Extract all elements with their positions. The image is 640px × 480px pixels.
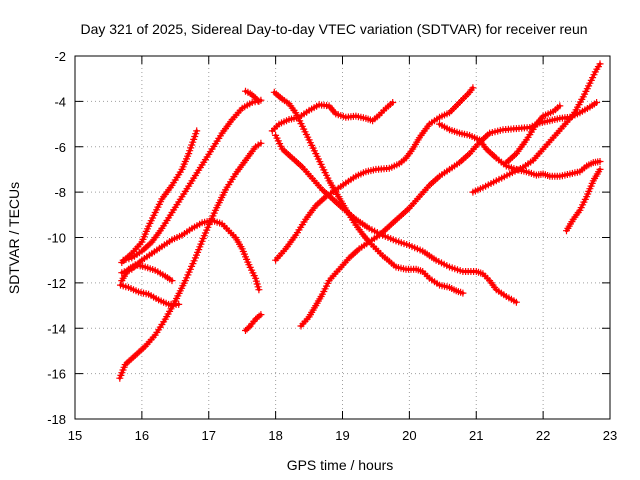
data-point-markers — [242, 311, 265, 334]
x-tick-label: 21 — [469, 428, 483, 443]
data-point-markers — [270, 88, 467, 297]
y-tick-label: -16 — [47, 367, 66, 382]
data-point-markers — [119, 96, 265, 264]
y-tick-label: -4 — [54, 94, 66, 109]
series-arc10 — [268, 99, 397, 135]
series-arc13 — [297, 99, 601, 330]
y-tick-label: -18 — [47, 412, 66, 427]
chart-title: Day 321 of 2025, Sidereal Day-to-day VTE… — [80, 21, 587, 37]
series-arc3 — [119, 96, 265, 264]
series-line — [299, 100, 599, 328]
series-arc4 — [242, 87, 263, 105]
data-point-markers — [436, 120, 604, 180]
x-tick-label: 18 — [268, 428, 282, 443]
series-arc12 — [272, 84, 477, 264]
series-arc16 — [502, 102, 564, 167]
x-tick-label: 20 — [402, 428, 416, 443]
series-arc6 — [117, 281, 183, 308]
series-arc15 — [469, 60, 604, 196]
data-point-markers — [117, 281, 183, 308]
series-layer — [116, 60, 604, 382]
y-axis-label: SDTVAR / TECUs — [6, 182, 22, 294]
data-point-markers — [118, 217, 263, 294]
x-tick-label: 23 — [603, 428, 617, 443]
series-arc11 — [272, 131, 520, 306]
series-line — [120, 218, 261, 292]
series-arc8 — [242, 311, 265, 334]
x-tick-label: 17 — [202, 428, 216, 443]
data-point-markers — [118, 127, 201, 266]
series-arc2 — [118, 127, 201, 266]
y-tick-label: -6 — [54, 140, 66, 155]
data-point-markers — [242, 87, 263, 105]
data-point-markers — [272, 84, 477, 264]
x-tick-label: 16 — [135, 428, 149, 443]
y-tick-label: -2 — [54, 49, 66, 64]
x-tick-label: 15 — [68, 428, 82, 443]
x-axis-label: GPS time / hours — [287, 457, 394, 473]
data-point-markers — [297, 99, 601, 330]
data-point-markers — [563, 165, 604, 235]
x-tick-label: 19 — [335, 428, 349, 443]
x-tick-label: 22 — [536, 428, 550, 443]
data-point-markers — [502, 102, 564, 167]
data-point-markers — [272, 131, 520, 306]
y-tick-label: -12 — [47, 276, 66, 291]
data-point-markers — [469, 60, 604, 196]
series-arc17 — [563, 165, 604, 235]
series-arc7 — [118, 217, 263, 294]
data-point-markers — [268, 99, 397, 135]
y-tick-label: -14 — [47, 321, 66, 336]
series-arc14 — [436, 120, 604, 180]
series-line — [243, 313, 263, 333]
y-tick-label: -8 — [54, 185, 66, 200]
series-arc9 — [270, 88, 467, 297]
ticks: 15 16 17 18 19 20 21 22 23 -18 -16 -14 -12 -10 -8 -6 -4 -… — [47, 49, 617, 443]
y-tick-label: -10 — [47, 231, 66, 246]
